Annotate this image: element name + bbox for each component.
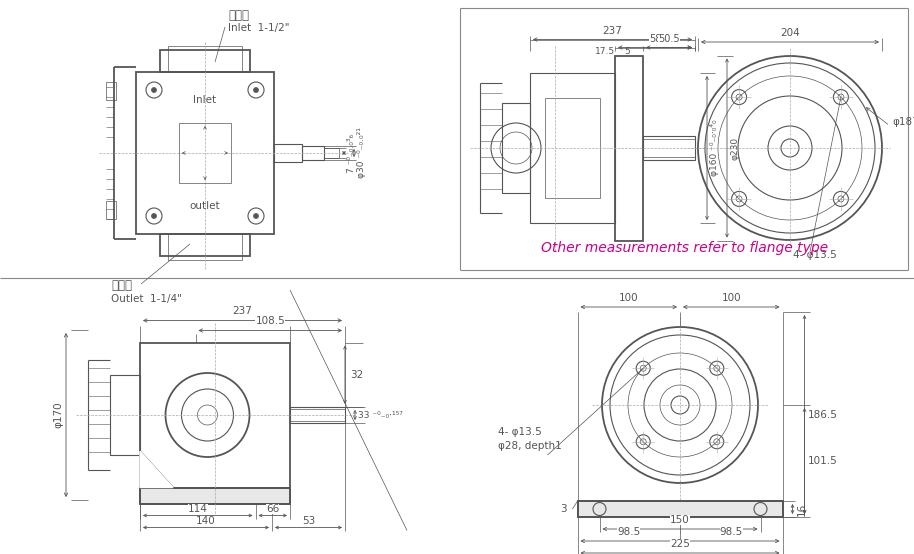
Text: 108.5: 108.5 [255,316,285,326]
Bar [324,148,339,158]
Bar [302,146,324,160]
Text: 140: 140 [197,516,216,526]
Polygon shape [140,452,173,488]
Circle shape [253,88,259,93]
Text: 4- φ13.5: 4- φ13.5 [497,427,541,437]
Text: 50.5: 50.5 [658,34,680,44]
Text: 7 ⁻⁰₋₀.₀³₆: 7 ⁻⁰₋₀.₀³₆ [347,134,356,172]
Bar [140,488,290,504]
Bar [502,103,530,193]
Bar [290,407,345,423]
Text: 入油口: 入油口 [228,9,249,22]
Text: 204: 204 [781,28,800,38]
Text: Outlet  1-1/4": Outlet 1-1/4" [111,294,182,304]
Bar [168,46,242,72]
Circle shape [152,88,156,93]
Bar [578,501,782,517]
Bar [615,55,643,240]
Text: 66: 66 [266,504,280,514]
Bar [643,139,695,157]
Bar [106,201,116,219]
Text: 237: 237 [602,27,622,37]
Text: outlet: outlet [190,201,220,211]
Circle shape [152,213,156,218]
Text: 114: 114 [187,504,207,514]
Bar [530,73,615,223]
Text: 3: 3 [560,504,567,514]
Bar [160,234,250,256]
Text: Other measurements refer to flange type: Other measurements refer to flange type [541,241,829,255]
Text: 101.5: 101.5 [807,456,837,466]
Text: φ230: φ230 [730,136,739,160]
Text: φ160 ⁻⁰₋₀⋅₀⁴₀: φ160 ⁻⁰₋₀⋅₀⁴₀ [710,120,719,176]
Bar [643,136,695,160]
Text: 225: 225 [670,539,690,549]
Text: 32: 32 [350,370,363,379]
Bar [110,375,140,455]
Bar [140,342,290,488]
Text: φ30 ⁻⁰₋₀.₀²¹: φ30 ⁻⁰₋₀.₀²¹ [357,127,366,178]
Bar [179,123,231,183]
Text: 186.5: 186.5 [807,409,837,419]
Text: φ28, depth1: φ28, depth1 [497,441,561,451]
Text: 98.5: 98.5 [719,527,743,537]
Text: 100: 100 [721,293,741,303]
Text: 33 ⁻⁰₋₀⋅¹⁵⁷: 33 ⁻⁰₋₀⋅¹⁵⁷ [358,411,403,419]
Bar [545,98,600,198]
Text: 17.5: 17.5 [595,47,615,55]
Bar [274,144,302,162]
Text: 150: 150 [670,515,690,525]
Circle shape [253,213,259,218]
Text: 16: 16 [796,502,806,516]
Bar [160,50,250,72]
Text: φ170: φ170 [53,402,63,428]
Text: 4- φ13.5: 4- φ13.5 [793,250,836,260]
Text: 100: 100 [619,293,639,303]
Text: φ187: φ187 [892,117,914,127]
Text: 53: 53 [302,516,315,526]
Text: 237: 237 [232,306,252,316]
Bar [578,501,782,517]
Bar [106,82,116,100]
Bar [168,234,242,260]
Bar [136,72,274,234]
Bar [290,409,345,421]
Text: 98.5: 98.5 [617,527,641,537]
Text: 出油口: 出油口 [111,279,132,292]
Text: Inlet: Inlet [194,95,217,105]
Text: 58: 58 [649,34,661,44]
Bar [140,488,290,504]
Text: 5: 5 [624,47,630,55]
Text: Inlet  1-1/2": Inlet 1-1/2" [228,23,290,33]
